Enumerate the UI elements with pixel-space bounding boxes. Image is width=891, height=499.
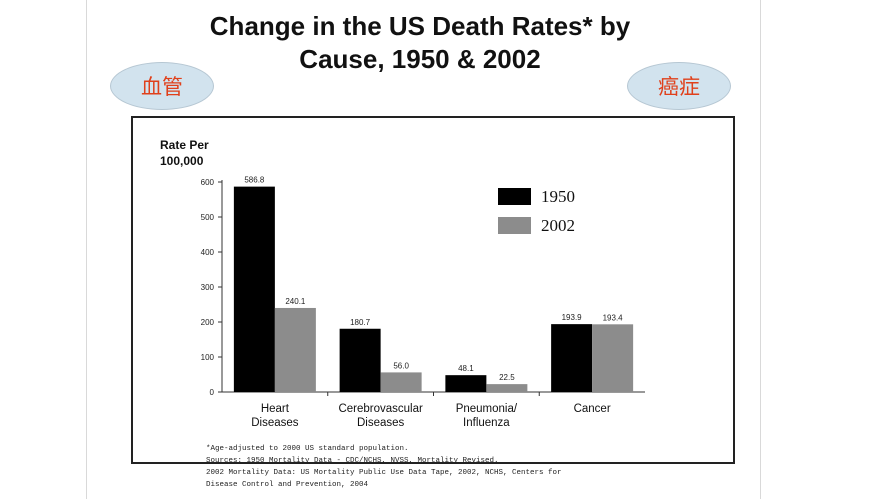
y-tick-label: 500 xyxy=(201,213,215,222)
y-axis-label-line-2: 100,000 xyxy=(160,154,204,168)
title-line-1: Change in the US Death Rates* by xyxy=(209,11,631,41)
x-tick-label: Cerebrovascular xyxy=(338,403,423,415)
vascular-bubble: 血管 xyxy=(110,62,214,110)
y-tick-label: 200 xyxy=(201,318,215,327)
footnote-line: 2002 Mortality Data: US Mortality Public… xyxy=(206,469,562,477)
x-tick-label: Cancer xyxy=(574,403,611,415)
bar-1950 xyxy=(445,375,487,392)
legend-label-2002: 2002 xyxy=(541,216,575,235)
bar-2002 xyxy=(486,384,528,392)
footnote-line: Sources: 1950 Mortality Data - CDC/NCHS,… xyxy=(206,457,499,465)
bar-1950 xyxy=(339,328,381,392)
bar-1950 xyxy=(551,324,593,392)
data-label-2002: 22.5 xyxy=(499,373,515,382)
data-label-2002: 56.0 xyxy=(393,361,409,370)
legend-swatch-1950 xyxy=(498,188,531,205)
title-line-2: Cause, 1950 & 2002 xyxy=(299,44,541,74)
data-label-1950: 48.1 xyxy=(458,364,474,373)
bar-1950 xyxy=(233,186,275,392)
legend-label-1950: 1950 xyxy=(541,187,575,206)
chart-panel xyxy=(131,116,735,464)
chart-title: Change in the US Death Rates* by Cause, … xyxy=(120,10,720,76)
data-label-2002: 193.4 xyxy=(603,313,624,322)
legend-swatch-2002 xyxy=(498,217,531,234)
x-tick-label: Influenza xyxy=(463,417,510,429)
y-tick-label: 100 xyxy=(201,353,215,362)
data-label-1950: 180.7 xyxy=(350,318,371,327)
bar-2002 xyxy=(380,372,422,392)
data-label-1950: 586.8 xyxy=(244,176,265,185)
footnote-line: *Age-adjusted to 2000 US standard popula… xyxy=(206,445,409,453)
bar-2002 xyxy=(274,307,316,392)
x-tick-label: Pneumonia/ xyxy=(456,403,518,415)
y-axis-label-line-1: Rate Per xyxy=(160,138,209,152)
x-tick-label: Diseases xyxy=(357,417,405,429)
x-tick-label: Heart xyxy=(261,403,290,415)
y-tick-label: 600 xyxy=(201,178,215,187)
bar-2002 xyxy=(592,324,634,392)
footnote-line: Disease Control and Prevention, 2004 xyxy=(206,481,369,489)
cancer-bubble: 癌症 xyxy=(627,62,731,110)
y-tick-label: 400 xyxy=(201,248,215,257)
y-tick-label: 300 xyxy=(201,283,215,292)
x-tick-label: Diseases xyxy=(251,417,299,429)
y-tick-label: 0 xyxy=(210,388,215,397)
data-label-1950: 193.9 xyxy=(562,313,583,322)
data-label-2002: 240.1 xyxy=(285,297,306,306)
